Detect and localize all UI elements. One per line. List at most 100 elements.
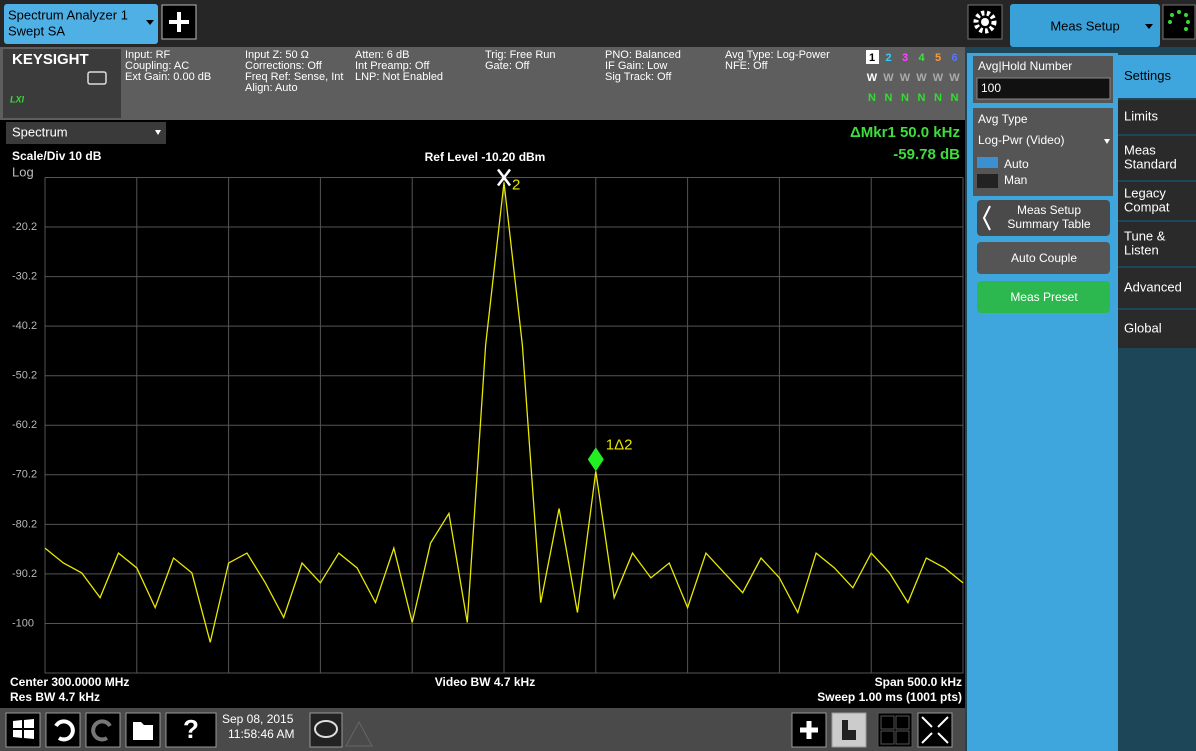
- side-tab-label: Global: [1124, 320, 1162, 335]
- trace-type: W: [883, 72, 894, 84]
- side-tab-label: Compat: [1124, 199, 1170, 214]
- chevron-icon: [982, 205, 991, 231]
- auto-radio[interactable]: [977, 157, 998, 168]
- res-bw: Res BW 4.7 kHz: [10, 690, 100, 704]
- windows-icon: [13, 719, 34, 739]
- folder-icon: [133, 722, 153, 740]
- side-tab-label: Advanced: [1124, 279, 1182, 294]
- view-dropdown[interactable]: [6, 122, 166, 144]
- meas-preset-button[interactable]: [977, 281, 1110, 313]
- video-bw: Video BW 4.7 kHz: [435, 675, 535, 689]
- active-trace-box: [866, 50, 879, 64]
- side-tab[interactable]: [1118, 136, 1196, 180]
- side-tab[interactable]: [1118, 55, 1196, 98]
- marker-delta-x: ΔMkr1 50.0 kHz: [850, 124, 960, 141]
- status-text: LNP: Not Enabled: [355, 71, 443, 83]
- status-text: PNO: Balanced: [605, 49, 681, 61]
- side-tab[interactable]: [1118, 310, 1196, 348]
- spinner-icon: [1168, 10, 1190, 31]
- brand: KEYSIGHT: [12, 51, 89, 68]
- side-tab[interactable]: [1118, 100, 1196, 134]
- summary-line-1: Meas Setup: [1017, 203, 1081, 217]
- status-text: Align: Auto: [245, 82, 298, 94]
- auto-couple-button[interactable]: [977, 242, 1110, 274]
- gear-hub: [981, 18, 989, 26]
- side-tab[interactable]: [1118, 222, 1196, 266]
- side-tab-label: Listen: [1124, 242, 1159, 257]
- trace-detector: N: [868, 92, 876, 104]
- view-dropdown-label: Spectrum: [12, 124, 68, 139]
- summary-line-2: Summary Table: [1007, 217, 1090, 231]
- meas-setup-label: Meas Setup: [1050, 18, 1119, 33]
- layout-icon: [800, 721, 818, 739]
- scale-label: Scale/Div 10 dB: [12, 149, 102, 163]
- maximize-icon: [921, 716, 949, 744]
- avg-type-dropdown[interactable]: [975, 131, 1111, 151]
- avg-hold-label: Avg|Hold Number: [978, 59, 1072, 73]
- instrument-tab[interactable]: [4, 4, 158, 44]
- side-tab-label: Tune &: [1124, 228, 1166, 243]
- side-tab[interactable]: [1118, 268, 1196, 308]
- trace-type: W: [933, 72, 944, 84]
- help-button[interactable]: [165, 712, 217, 748]
- status-text: Coupling: AC: [125, 60, 189, 72]
- summary-button[interactable]: [977, 200, 1110, 236]
- y-tick-label: -20.2: [12, 221, 37, 233]
- trace-number: 1: [869, 52, 875, 64]
- trace-number: 3: [902, 52, 908, 64]
- undo-icon: [54, 719, 75, 742]
- avg-type-label: Avg Type: [978, 112, 1028, 126]
- sweep: Sweep 1.00 ms (1001 pts): [817, 690, 962, 704]
- redo-icon: [91, 719, 112, 742]
- redo-button[interactable]: [85, 712, 121, 748]
- time: 11:58:46 AM: [228, 727, 295, 741]
- man-radio[interactable]: [977, 174, 998, 188]
- status-text: Corrections: Off: [245, 60, 323, 72]
- date: Sep 08, 2015: [222, 712, 294, 726]
- trace-type: W: [900, 72, 911, 84]
- trace-detector: N: [918, 92, 926, 104]
- trace-detector: N: [951, 92, 959, 104]
- man-label: Man: [1004, 173, 1027, 187]
- side-tab-label: Meas: [1124, 142, 1156, 157]
- status-text: Atten: 6 dB: [355, 49, 409, 61]
- multi-window-button[interactable]: [877, 712, 913, 748]
- avg-hold-value: 100: [981, 81, 1001, 95]
- status-text: Gate: Off: [485, 60, 530, 72]
- trace-number: 4: [918, 52, 925, 64]
- lxi-logo: LXI: [10, 94, 25, 104]
- y-tick-label: -60.2: [12, 419, 37, 431]
- center-freq: Center 300.0000 MHz: [10, 675, 129, 689]
- trace-number: 6: [951, 52, 957, 64]
- y-tick-label: -90.2: [12, 568, 37, 580]
- windows-button[interactable]: [5, 712, 41, 748]
- dropdown-arrow: [1145, 24, 1153, 29]
- touch-icon: [842, 720, 856, 740]
- messages-icon: [314, 720, 338, 738]
- trace-type: W: [949, 72, 960, 84]
- marker[interactable]: [587, 447, 604, 472]
- span: Span 500.0 kHz: [875, 675, 962, 689]
- avg-type-value: Log-Pwr (Video): [978, 133, 1064, 147]
- marker-label: 2: [512, 176, 520, 193]
- trace-detector: N: [901, 92, 909, 104]
- marker-delta-y: -59.78 dB: [893, 146, 960, 163]
- trace-type: W: [867, 72, 878, 84]
- tab-title: Spectrum Analyzer 1: [8, 7, 128, 22]
- status-text: NFE: Off: [725, 60, 769, 72]
- auto-label: Auto: [1004, 157, 1029, 171]
- status-text: Sig Track: Off: [605, 71, 672, 83]
- trace-detector: N: [934, 92, 942, 104]
- undo-button[interactable]: [45, 712, 81, 748]
- marker[interactable]: [497, 168, 511, 187]
- side-tab-label: Limits: [1124, 108, 1158, 123]
- marker-label: 1Δ2: [606, 436, 633, 453]
- gear-icon: [973, 10, 997, 34]
- meas-setup-tab[interactable]: [1010, 4, 1160, 47]
- side-tab-label: Standard: [1124, 156, 1177, 171]
- side-tab[interactable]: [1118, 182, 1196, 220]
- avg-hold-input[interactable]: [976, 77, 1111, 100]
